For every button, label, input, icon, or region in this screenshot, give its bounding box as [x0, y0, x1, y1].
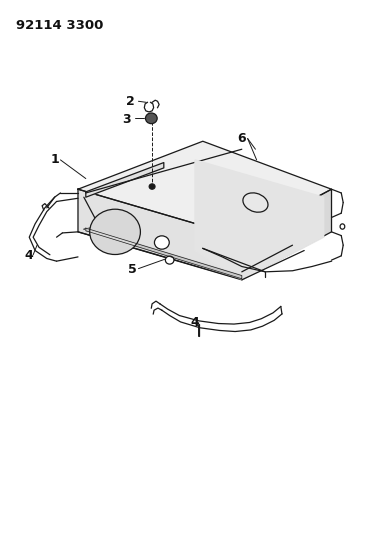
Ellipse shape [149, 184, 155, 189]
Text: 5: 5 [128, 263, 137, 276]
Polygon shape [86, 163, 164, 197]
Ellipse shape [243, 193, 268, 212]
Polygon shape [78, 141, 332, 237]
Text: 1: 1 [50, 154, 59, 166]
Text: 3: 3 [122, 114, 131, 126]
Ellipse shape [165, 256, 174, 264]
Text: 4: 4 [191, 316, 199, 329]
Ellipse shape [145, 113, 157, 124]
Polygon shape [242, 189, 332, 280]
Polygon shape [78, 189, 242, 280]
Text: 92114 3300: 92114 3300 [16, 19, 103, 31]
Ellipse shape [90, 209, 140, 255]
Ellipse shape [340, 224, 345, 229]
Ellipse shape [154, 236, 169, 249]
Polygon shape [195, 160, 324, 280]
Text: 6: 6 [238, 132, 246, 145]
Text: 4: 4 [25, 249, 34, 262]
Polygon shape [86, 228, 242, 279]
Text: 2: 2 [126, 95, 135, 108]
